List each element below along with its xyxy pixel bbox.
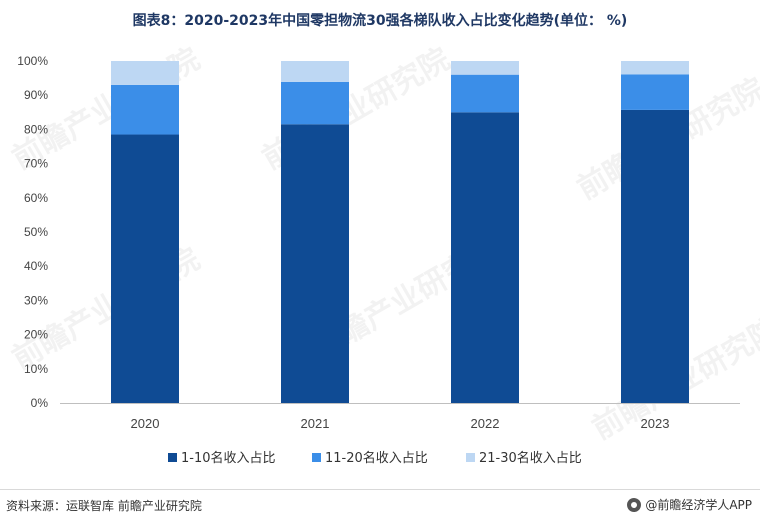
brand-credit: @前瞻经济学人APP: [627, 496, 752, 513]
chart-title: 图表8：2020-2023年中国零担物流30强各梯队收入占比变化趋势(单位： %…: [132, 13, 628, 29]
bar-2020-series-2: [111, 84, 179, 135]
x-tick-label: 2023: [641, 416, 670, 431]
bar-2021-series-1: [281, 124, 349, 404]
brand-label: @前瞻经济学人APP: [645, 498, 752, 512]
y-tick-label: 70%: [24, 157, 48, 171]
y-tick-label: 50%: [24, 225, 48, 239]
y-tick-label: 30%: [24, 293, 48, 307]
x-tick-label: 2020: [131, 416, 160, 431]
source-note: 资料来源：运联智库 前瞻产业研究院: [6, 499, 202, 513]
legend-label: 21-30名收入占比: [479, 450, 582, 466]
y-tick-label: 60%: [24, 191, 48, 205]
bar-2020-series-3: [111, 61, 179, 85]
y-tick-label: 0%: [31, 396, 49, 410]
bars: [111, 61, 689, 404]
bar-2021-series-2: [281, 81, 349, 125]
legend-swatch: [466, 453, 475, 462]
y-axis: 0% 10% 20% 30% 40% 50% 60% 70% 80% 90% 100%: [17, 54, 48, 410]
legend: 1-10名收入占比 11-20名收入占比 21-30名收入占比: [168, 450, 582, 466]
bar-2021-series-3: [281, 61, 349, 82]
y-tick-label: 10%: [24, 362, 48, 376]
bar-2020-series-1: [111, 134, 179, 403]
legend-label: 11-20名收入占比: [325, 450, 428, 466]
legend-swatch: [168, 453, 177, 462]
legend-label: 1-10名收入占比: [181, 450, 276, 466]
x-axis: 2020 2021 2022 2023: [60, 403, 740, 431]
x-tick-label: 2022: [471, 416, 500, 431]
bar-2022-series-1: [451, 112, 519, 404]
legend-swatch: [312, 453, 321, 462]
y-tick-label: 80%: [24, 122, 48, 136]
y-tick-label: 40%: [24, 259, 48, 273]
bar-2023-series-1: [621, 109, 689, 403]
footer-divider: [0, 489, 760, 490]
bar-2022-series-3: [451, 61, 519, 75]
bar-2022-series-2: [451, 74, 519, 113]
bar-2023-series-2: [621, 74, 689, 110]
y-tick-label: 90%: [24, 88, 48, 102]
y-tick-label: 20%: [24, 328, 48, 342]
x-tick-label: 2021: [301, 416, 330, 431]
bar-2023-series-3: [621, 61, 689, 75]
y-tick-label: 100%: [17, 54, 48, 68]
stacked-bar-chart: 前瞻产业研究院前瞻产业研究院前瞻产业研究院前瞻产业研究院前瞻产业研究院前瞻产业研…: [7, 42, 760, 466]
brand-logo-icon: [627, 497, 642, 512]
